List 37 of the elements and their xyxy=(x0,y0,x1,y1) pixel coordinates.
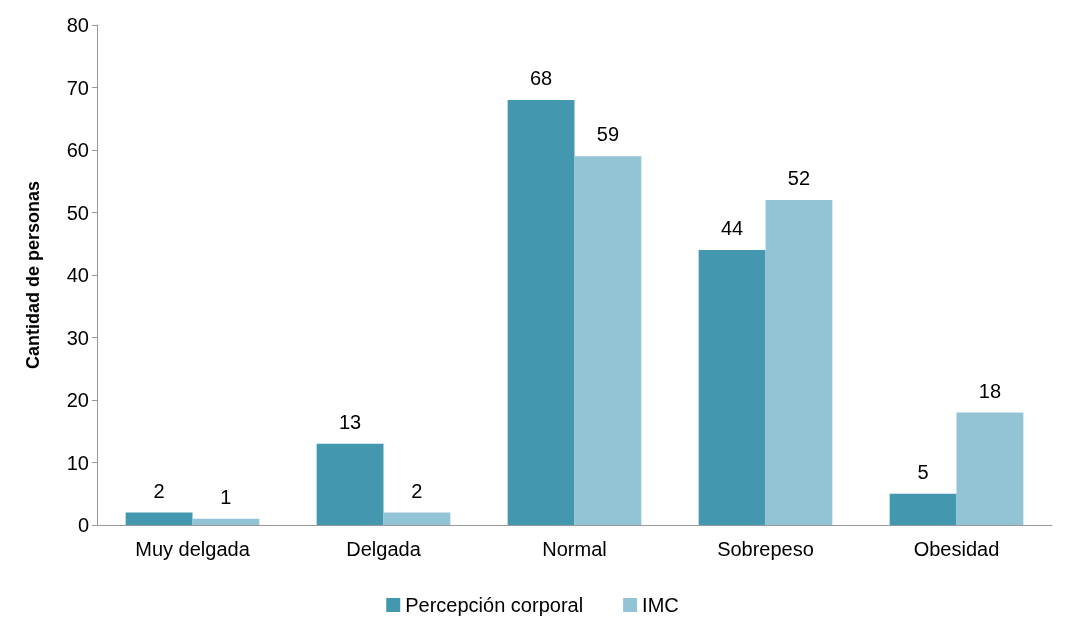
legend-label: Percepción corporal xyxy=(405,594,584,616)
data-label: 44 xyxy=(720,217,744,239)
y-axis-title: Cantidad de personas xyxy=(23,180,43,370)
bar xyxy=(956,412,1024,525)
legend-label: IMC xyxy=(642,594,679,616)
y-tick-label: 50 xyxy=(66,201,89,224)
data-label: 13 xyxy=(338,410,362,433)
x-tick-label: Delgada xyxy=(346,538,422,560)
x-tick-label: Normal xyxy=(542,538,607,560)
bar xyxy=(698,250,766,525)
data-label: 59 xyxy=(596,123,620,146)
y-tick-label: 60 xyxy=(66,139,89,161)
y-tick-label: 20 xyxy=(66,389,89,411)
y-tick-label: 80 xyxy=(66,14,89,36)
x-tick-label: Sobrepeso xyxy=(717,538,814,560)
bar xyxy=(192,518,260,525)
data-label: 1 xyxy=(220,485,232,508)
x-tick-label: Muy delgada xyxy=(135,538,251,560)
bar xyxy=(765,200,833,525)
y-tick-label: 30 xyxy=(66,326,89,349)
data-label: 68 xyxy=(529,67,553,89)
bar xyxy=(574,156,642,525)
bar xyxy=(383,512,451,525)
bar xyxy=(316,443,384,525)
data-label: 18 xyxy=(978,379,1002,402)
data-label: 5 xyxy=(917,460,929,483)
y-tick-label: 40 xyxy=(66,264,89,286)
data-label: 52 xyxy=(787,167,811,189)
data-label: 2 xyxy=(411,479,423,502)
x-tick-label: Obesidad xyxy=(913,538,1000,560)
y-tick-label: 10 xyxy=(66,451,89,474)
bar xyxy=(889,493,957,525)
y-tick-label: 70 xyxy=(66,76,89,99)
y-tick-label: 0 xyxy=(77,514,89,536)
bar xyxy=(125,512,193,525)
data-label: 2 xyxy=(153,479,165,502)
bar xyxy=(507,100,575,525)
